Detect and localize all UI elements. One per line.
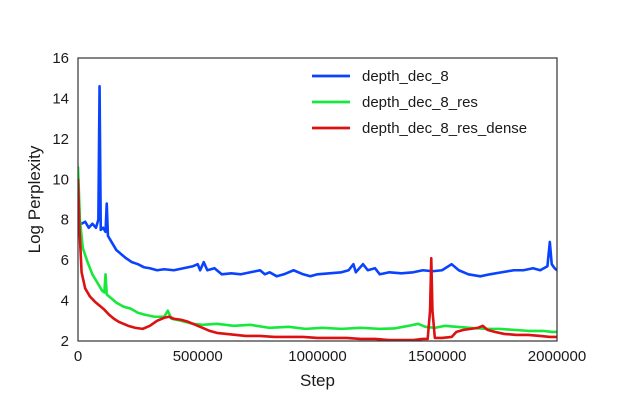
- y-tick-label: 6: [61, 252, 69, 269]
- series-line-depth-dec-8: [78, 85, 557, 278]
- x-axis-label: Step: [300, 371, 335, 390]
- x-tick-label: 1500000: [408, 348, 466, 365]
- x-tick-label: 500000: [173, 348, 223, 365]
- y-tick-label: 16: [52, 50, 69, 67]
- y-tick-label: 4: [61, 293, 69, 310]
- legend-label-depth-dec-8-res-dense: depth_dec_8_res_dense: [362, 120, 527, 137]
- y-axis-label: Log Perplexity: [25, 145, 44, 253]
- y-tick-label: 2: [61, 333, 69, 350]
- plot-area: [78, 58, 557, 341]
- series-line-depth-dec-8-res-dense: [78, 177, 557, 341]
- x-tick-label: 2000000: [528, 348, 586, 365]
- y-tick-label: 8: [61, 212, 69, 229]
- y-tick-label: 12: [52, 131, 69, 148]
- plot-frame: [77, 57, 558, 342]
- y-tick-label: 14: [52, 90, 69, 107]
- series-line-depth-dec-8-res: [78, 165, 557, 334]
- x-tick-label: 0: [74, 348, 82, 365]
- legend-label-depth-dec-8-res: depth_dec_8_res: [362, 94, 478, 111]
- x-tick-label: 1000000: [288, 348, 346, 365]
- legend-label-depth-dec-8: depth_dec_8: [362, 68, 449, 85]
- y-tick-label: 10: [52, 171, 69, 188]
